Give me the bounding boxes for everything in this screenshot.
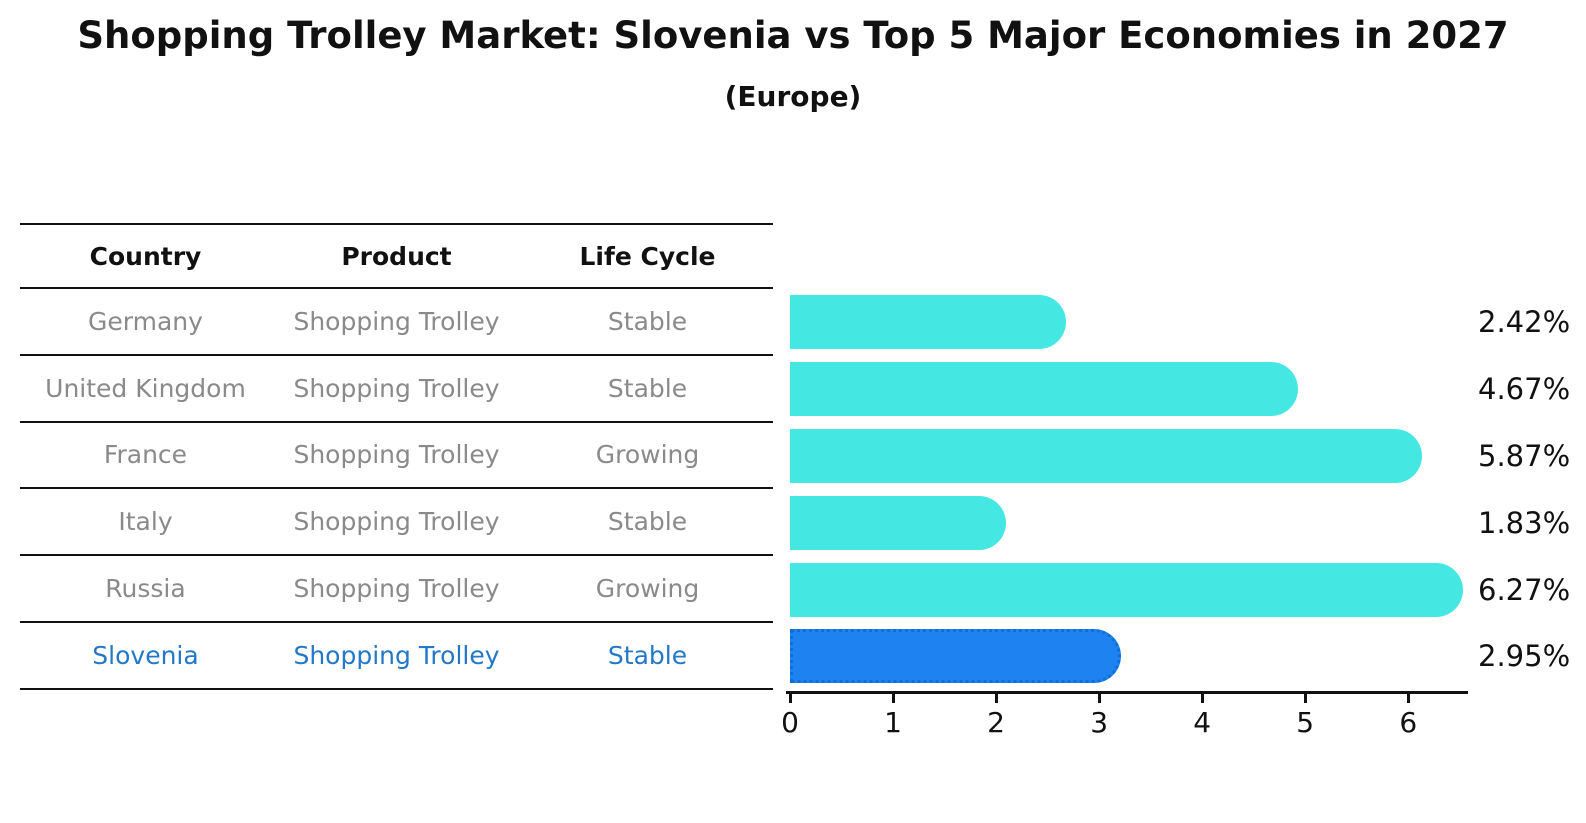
product-cell: Shopping Trolley <box>293 440 500 470</box>
x-tick-label: 2 <box>987 706 1005 739</box>
country-cell: Slovenia <box>92 640 199 670</box>
x-tick <box>1406 693 1410 703</box>
bar-track <box>790 562 1468 617</box>
product-cell: Shopping Trolley <box>293 306 500 336</box>
table-row-cells: United Kingdom Shopping Trolley Stable <box>20 356 773 423</box>
bar-italy <box>790 495 1006 550</box>
column-header-product: Product <box>341 241 452 271</box>
bar-united-kingdom <box>790 362 1299 417</box>
life-cycle-cell: Stable <box>607 507 688 537</box>
table-row-cells: Russia Shopping Trolley Growing <box>20 556 773 623</box>
table-row: Slovenia Shopping Trolley Stable 2.95% <box>0 623 1586 690</box>
table-header-cells: Country Product Life Cycle <box>20 223 773 289</box>
table-row-cells: Germany Shopping Trolley Stable <box>20 289 773 356</box>
table-row: United Kingdom Shopping Trolley Stable 4… <box>0 356 1586 423</box>
product-cell: Shopping Trolley <box>293 574 500 604</box>
value-label: 5.87% <box>1478 438 1571 473</box>
table-row-cells: Slovenia Shopping Trolley Stable <box>20 623 773 690</box>
x-tick <box>1303 693 1307 703</box>
table-row: Russia Shopping Trolley Growing 6.27% <box>0 556 1586 623</box>
product-cell: Shopping Trolley <box>293 507 500 537</box>
life-cycle-cell: Growing <box>595 440 700 470</box>
column-header-country: Country <box>89 241 202 271</box>
x-axis-line <box>786 691 1468 694</box>
x-tick <box>1200 693 1204 703</box>
country-cell: Russia <box>105 574 186 604</box>
x-tick <box>1097 693 1101 703</box>
table-row-cells: Italy Shopping Trolley Stable <box>20 489 773 557</box>
country-cell: Germany <box>88 306 203 336</box>
bar-slovenia <box>790 629 1121 684</box>
table-row: Germany Shopping Trolley Stable 2.42% <box>0 289 1586 356</box>
life-cycle-cell: Stable <box>607 306 688 336</box>
chart-subtitle: (Europe) <box>724 80 862 113</box>
product-cell: Shopping Trolley <box>293 640 500 670</box>
x-tick-label: 0 <box>781 706 799 739</box>
value-label: 2.95% <box>1478 639 1571 674</box>
life-cycle-cell: Stable <box>607 640 688 670</box>
country-cell: United Kingdom <box>45 373 246 403</box>
table-header-row: Country Product Life Cycle <box>0 223 1586 289</box>
table-row-cells: France Shopping Trolley Growing <box>20 423 773 490</box>
bar-track <box>790 362 1468 417</box>
bar-track <box>790 428 1468 483</box>
value-label: 1.83% <box>1478 505 1571 540</box>
bar-russia <box>790 562 1464 617</box>
table-rows: Germany Shopping Trolley Stable 2.42% Un… <box>0 289 1586 690</box>
value-label: 4.67% <box>1478 372 1571 407</box>
x-tick-label: 4 <box>1193 706 1212 739</box>
value-label: 2.42% <box>1478 305 1571 340</box>
product-cell: Shopping Trolley <box>293 373 500 403</box>
bar-france <box>790 428 1422 483</box>
country-cell: Italy <box>118 507 173 537</box>
life-cycle-cell: Growing <box>595 574 700 604</box>
chart-title: Shopping Trolley Market: Slovenia vs Top… <box>77 14 1509 57</box>
x-tick <box>994 693 998 703</box>
x-tick-label: 5 <box>1296 706 1315 739</box>
x-tick-label: 6 <box>1399 706 1418 739</box>
life-cycle-cell: Stable <box>607 373 688 403</box>
x-tick-label: 3 <box>1090 706 1109 739</box>
bar-germany <box>790 295 1067 350</box>
country-cell: France <box>103 440 188 470</box>
bar-track <box>790 629 1468 684</box>
bar-track <box>790 295 1468 350</box>
x-tick <box>891 693 895 703</box>
table-and-bars: Country Product Life Cycle Germany Shopp… <box>0 223 1586 690</box>
column-header-life-cycle: Life Cycle <box>579 241 716 271</box>
table-row: Italy Shopping Trolley Stable 1.83% <box>0 489 1586 557</box>
x-tick-label: 1 <box>884 706 902 739</box>
value-label: 6.27% <box>1478 572 1571 607</box>
x-tick <box>788 693 792 703</box>
bar-track <box>790 495 1468 550</box>
table-row: France Shopping Trolley Growing 5.87% <box>0 423 1586 490</box>
